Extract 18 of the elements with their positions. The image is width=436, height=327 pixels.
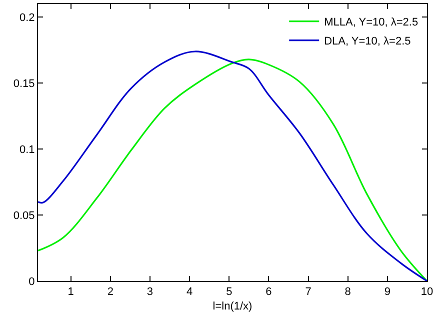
y-tick-label: 0.1 bbox=[20, 144, 35, 156]
x-tick-label: 7 bbox=[305, 286, 312, 298]
x-tick-label: 2 bbox=[107, 286, 114, 298]
x-axis-title: l=ln(1/x) bbox=[212, 300, 252, 312]
x-tick-label: 6 bbox=[266, 286, 272, 298]
x-tick-label: 9 bbox=[384, 286, 390, 298]
x-tick-label: 5 bbox=[226, 286, 232, 298]
x-tick-label: 3 bbox=[146, 286, 154, 298]
y-tick-label: 0 bbox=[28, 276, 35, 288]
legend-label: MLLA, Y=10, λ=2.5 bbox=[324, 16, 418, 29]
y-tick-label: 0.2 bbox=[20, 12, 35, 24]
y-tick-label: 0.05 bbox=[13, 210, 35, 222]
legend-label: DLA, Y=10, λ=2.5 bbox=[324, 36, 411, 48]
y-tick-label: 0.15 bbox=[13, 78, 35, 90]
x-tick-label: 8 bbox=[344, 286, 351, 298]
x-tick-label: 4 bbox=[186, 286, 193, 298]
x-tick-label: 10 bbox=[420, 286, 434, 298]
x-tick-label: 1 bbox=[68, 286, 74, 298]
